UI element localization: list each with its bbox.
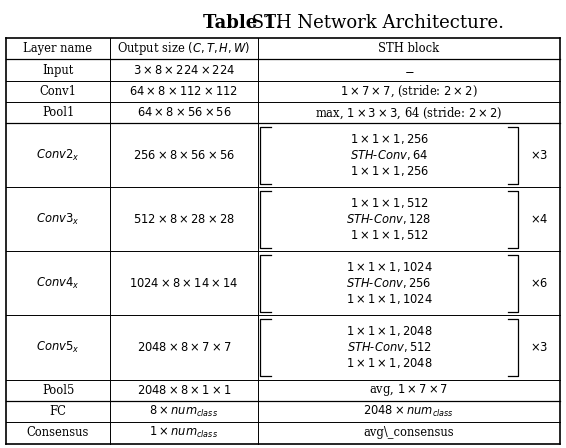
Text: $1\times1\times1,1024$: $1\times1\times1,1024$ bbox=[346, 293, 432, 306]
Text: STH block: STH block bbox=[379, 42, 439, 55]
Text: $-$: $-$ bbox=[404, 64, 414, 77]
Text: $2048\times \mathit{num_{class}}$: $2048\times \mathit{num_{class}}$ bbox=[363, 404, 454, 419]
Text: $Conv5_x$: $Conv5_x$ bbox=[36, 340, 80, 355]
Text: Conv1: Conv1 bbox=[40, 85, 76, 98]
Text: $8\times \mathit{num_{class}}$: $8\times \mathit{num_{class}}$ bbox=[149, 404, 218, 419]
Text: $1024\times8\times14\times14$: $1024\times8\times14\times14$ bbox=[129, 277, 239, 290]
Text: Input: Input bbox=[42, 64, 74, 77]
Text: $\times3$: $\times3$ bbox=[530, 341, 548, 354]
Text: Layer name: Layer name bbox=[23, 42, 93, 55]
Text: $1\times1\times1,1024$: $1\times1\times1,1024$ bbox=[346, 260, 432, 275]
Text: $STH\text{-}Conv,64$: $STH\text{-}Conv,64$ bbox=[350, 148, 428, 163]
Text: $64\times8\times56\times56$: $64\times8\times56\times56$ bbox=[136, 106, 231, 119]
Text: Consensus: Consensus bbox=[27, 426, 89, 439]
Text: $256\times8\times56\times56$: $256\times8\times56\times56$ bbox=[133, 149, 235, 162]
Text: $\times6$: $\times6$ bbox=[530, 277, 548, 290]
Text: max, $1\times3\times3$, 64 (stride: $2\times2$): max, $1\times3\times3$, 64 (stride: $2\t… bbox=[315, 105, 503, 121]
Text: $1\times1\times1,256$: $1\times1\times1,256$ bbox=[350, 164, 428, 178]
Text: $512\times8\times28\times28$: $512\times8\times28\times28$ bbox=[133, 213, 235, 226]
Text: $\times3$: $\times3$ bbox=[530, 149, 548, 162]
Text: Table 1.: Table 1. bbox=[203, 14, 282, 32]
Text: $1\times \mathit{num_{class}}$: $1\times \mathit{num_{class}}$ bbox=[149, 425, 218, 440]
Text: $2048\times8\times1\times1$: $2048\times8\times1\times1$ bbox=[137, 383, 231, 396]
Text: $1\times1\times1,2048$: $1\times1\times1,2048$ bbox=[346, 357, 432, 370]
Text: $STH\text{-}Conv,256$: $STH\text{-}Conv,256$ bbox=[346, 276, 432, 290]
Text: $1\times1\times1,512$: $1\times1\times1,512$ bbox=[350, 228, 428, 242]
Text: Output size $(C,T,H,W)$: Output size $(C,T,H,W)$ bbox=[117, 40, 251, 57]
Text: avg, $1\times7\times7$: avg, $1\times7\times7$ bbox=[369, 382, 449, 398]
Text: $Conv2_x$: $Conv2_x$ bbox=[36, 148, 80, 163]
Text: $1\times1\times1,2048$: $1\times1\times1,2048$ bbox=[346, 324, 432, 339]
Text: $3\times8\times224\times224$: $3\times8\times224\times224$ bbox=[133, 64, 235, 77]
Text: $1\times1\times1,256$: $1\times1\times1,256$ bbox=[350, 133, 428, 146]
Text: $\times4$: $\times4$ bbox=[530, 213, 548, 226]
Text: Pool5: Pool5 bbox=[42, 383, 74, 396]
Text: $1\times7\times7$, (stride: $2\times2$): $1\times7\times7$, (stride: $2\times2$) bbox=[340, 84, 478, 99]
Text: STH Network Architecture.: STH Network Architecture. bbox=[246, 14, 504, 32]
Text: $Conv4_x$: $Conv4_x$ bbox=[36, 276, 80, 291]
Text: avg\_consensus: avg\_consensus bbox=[363, 426, 454, 439]
Text: Pool1: Pool1 bbox=[42, 106, 74, 119]
Text: $2048\times8\times7\times7$: $2048\times8\times7\times7$ bbox=[136, 341, 231, 354]
Text: $Conv3_x$: $Conv3_x$ bbox=[36, 212, 80, 227]
Text: $64\times8\times112\times112$: $64\times8\times112\times112$ bbox=[130, 85, 238, 98]
Text: FC: FC bbox=[50, 405, 66, 418]
Text: $1\times1\times1,512$: $1\times1\times1,512$ bbox=[350, 197, 428, 211]
Text: $STH\text{-}Conv,128$: $STH\text{-}Conv,128$ bbox=[346, 212, 432, 226]
Text: $STH\text{-}Conv,512$: $STH\text{-}Conv,512$ bbox=[346, 340, 432, 354]
